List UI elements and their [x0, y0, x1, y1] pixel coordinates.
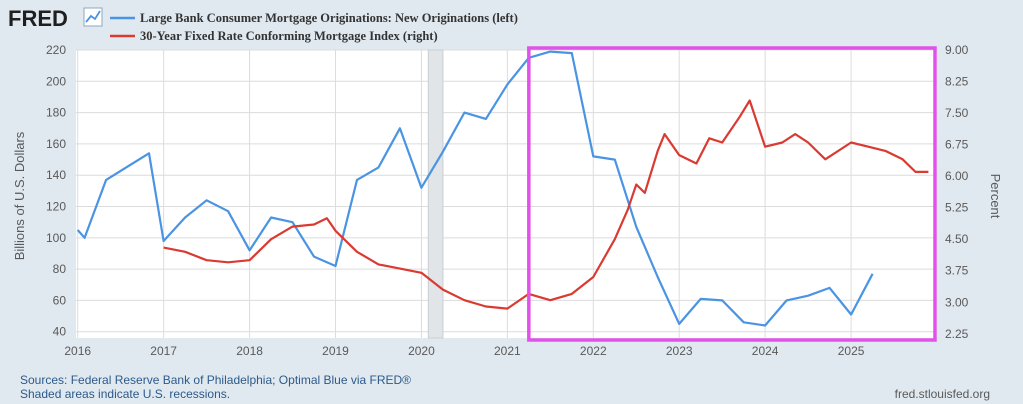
- sources-text: Sources: Federal Reserve Bank of Philade…: [20, 373, 411, 387]
- y-right-tick-label: 7.50: [945, 106, 969, 120]
- x-tick-label: 2019: [322, 344, 349, 358]
- y-left-tick-label: 200: [46, 74, 66, 88]
- x-tick-label: 2024: [752, 344, 779, 358]
- series-line-originations[interactable]: [76, 50, 874, 327]
- x-tick-label: 2018: [236, 344, 263, 358]
- highlight-box-group: [527, 46, 937, 342]
- y-left-tick-label: 60: [53, 293, 67, 307]
- x-tick-label: 2016: [64, 344, 91, 358]
- y-right-tick-label: 8.25: [945, 75, 969, 89]
- y-left-tick-label: 40: [53, 325, 67, 339]
- y-left-tick-label: 80: [53, 262, 67, 276]
- x-tick-label: 2025: [838, 344, 865, 358]
- y-left-tick-label: 120: [46, 200, 66, 214]
- y-left-tick-label: 180: [46, 106, 66, 120]
- y-left-tick-label: 140: [46, 168, 66, 182]
- gridlines: [76, 49, 937, 338]
- y-right-tick-label: 6.00: [945, 169, 969, 183]
- x-tick-label: 2022: [580, 344, 607, 358]
- legend-label-left: Large Bank Consumer Mortgage Origination…: [140, 11, 518, 25]
- y-right-tick-label: 4.50: [945, 232, 969, 246]
- x-tick-label: 2017: [150, 344, 177, 358]
- x-tick-label: 2021: [494, 344, 521, 358]
- y-axis-left-title: Billions of U.S. Dollars: [12, 131, 27, 260]
- fred-logo[interactable]: FRED: [8, 6, 68, 31]
- recession-band: [427, 49, 444, 339]
- y-left-tick-label: 100: [46, 231, 66, 245]
- legend: Large Bank Consumer Mortgage Origination…: [110, 11, 518, 43]
- series-lines: [76, 50, 929, 327]
- y-right-tick-label: 6.75: [945, 138, 969, 152]
- x-tick-label: 2020: [408, 344, 435, 358]
- site-link[interactable]: fred.stlouisfed.org: [895, 387, 990, 401]
- x-axis-ticks: 2016 2017 2018 2019 2020 2021 2022 2023 2024 2025: [64, 344, 864, 358]
- y-left-tick-label: 220: [46, 43, 66, 57]
- highlight-box: [527, 46, 937, 342]
- recession-shading: [427, 49, 444, 339]
- y-right-tick-label: 3.00: [945, 295, 969, 309]
- y-right-tick-label: 2.25: [945, 327, 969, 341]
- y-right-tick-label: 5.25: [945, 201, 969, 215]
- y-left-tick-label: 160: [46, 137, 66, 151]
- line-chart-icon: [83, 7, 103, 27]
- x-tick-label: 2023: [666, 344, 693, 358]
- y-right-tick-label: 3.75: [945, 264, 969, 278]
- legend-label-right: 30-Year Fixed Rate Conforming Mortgage I…: [140, 29, 438, 43]
- plot-area: [76, 50, 937, 338]
- recession-note-link[interactable]: Shaded areas indicate U.S. recessions.: [20, 387, 230, 401]
- y-axis-right-ticks: 2.25 3.00 3.75 4.50 5.25 6.00 6.75 7.50 8.25 9.00: [945, 43, 969, 341]
- y-axis-left-ticks: 40 60 80 100 120 140 160 180 200 220: [46, 43, 66, 339]
- y-right-tick-label: 9.00: [945, 43, 969, 57]
- series-line-mortgage-rate[interactable]: [163, 99, 929, 310]
- y-axis-right-title: Percent: [988, 174, 1003, 219]
